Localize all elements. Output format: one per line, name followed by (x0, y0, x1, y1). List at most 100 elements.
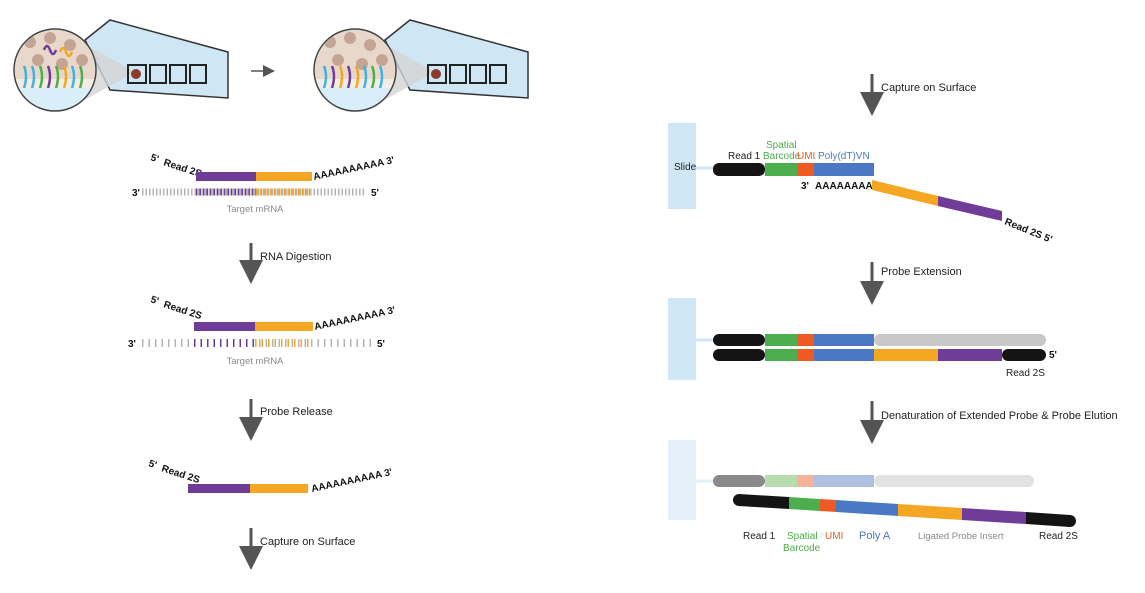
capture-area-4 (489, 64, 507, 84)
faded-umi-segment (797, 475, 814, 487)
faded-barcode-segment (765, 475, 797, 487)
faded-read1-segment (713, 475, 765, 487)
five-prime-label: 5' (147, 458, 158, 471)
tissue-slide-illustration-after (313, 19, 529, 112)
extended-orange-segment (874, 349, 938, 361)
polya-tail-label: AAAAAAAAAA 3' (313, 305, 396, 333)
five-prime-label: 5' (1049, 350, 1057, 361)
step-probe-release: Probe Release (239, 399, 333, 441)
final-read2s-label: Read 2S (1039, 531, 1078, 542)
five-prime-label: 5' (149, 294, 160, 307)
read2s-label: Read 2S (162, 299, 203, 322)
step-capture-left: Capture on Surface (239, 528, 355, 570)
spatial-barcode-segment (765, 163, 797, 176)
read2s-label: Read 2S (160, 463, 201, 486)
probe-purple-segment (196, 172, 256, 181)
capture-probe-block: Slide Read 1 Spatial Barcode UMI Poly(dT… (668, 123, 1054, 246)
three-prime-label: 3' (132, 188, 140, 199)
polya-tail-label: AAAAAAAAAA 3' (312, 155, 395, 183)
polya-capture-label: AAAAAAAAA (815, 181, 880, 192)
released-read2s-cap (1064, 515, 1076, 527)
three-prime-label: 3' (128, 339, 136, 350)
read1-segment (713, 334, 765, 346)
released-orange-segment (898, 504, 962, 520)
slide-bar (668, 123, 696, 209)
probe-released-block: 5' Read 2S AAAAAAAAAA 3' (147, 458, 393, 495)
polydt-segment-extended (814, 349, 874, 361)
step-label: RNA Digestion (260, 251, 332, 263)
tissue-section (431, 69, 441, 79)
step-capture-right: Capture on Surface (860, 74, 976, 116)
elution-block: Read 1 Spatial Barcode UMI Poly A Ligate… (668, 440, 1078, 554)
released-polya-segment (836, 500, 898, 516)
read1-segment (713, 163, 765, 176)
released-read2s-segment (1026, 512, 1070, 527)
spatial-barcode-segment (765, 334, 797, 346)
polydt-label: Poly(dT)VN (818, 151, 870, 162)
final-insert-label: Ligated Probe Insert (918, 531, 1004, 542)
captured-purple-segment (938, 196, 1002, 221)
probe-orange-segment (250, 484, 308, 493)
read2s-label: Read 2S (1006, 368, 1045, 379)
step-denaturation: Denaturation of Extended Probe & Probe E… (860, 401, 1118, 444)
step-label: Probe Release (260, 406, 333, 418)
capture-area-1 (127, 64, 147, 84)
extension-block: 5' Read 2S (668, 298, 1057, 380)
target-mrna-label: Target mRNA (226, 204, 284, 215)
five-prime-end-label: 5' (371, 188, 379, 199)
template-strand-grey (874, 334, 1046, 346)
capture-area-2 (449, 64, 467, 84)
step-rna-digestion: RNA Digestion (239, 243, 332, 284)
probe-orange-segment (255, 322, 313, 331)
captured-orange-segment (872, 180, 938, 206)
slide-bar-faded (668, 440, 696, 520)
step-label: Denaturation of Extended Probe & Probe E… (881, 410, 1118, 422)
read1-label: Read 1 (728, 151, 761, 162)
umi-segment (797, 163, 814, 176)
polydt-segment (814, 163, 874, 176)
capture-area-1 (427, 64, 447, 84)
capture-area-4 (189, 64, 207, 84)
extended-read2s-segment (1002, 349, 1046, 361)
faded-polydt-segment (814, 475, 874, 487)
final-umi-label: UMI (825, 531, 843, 542)
read2s-tail-label: Read 2S 5' (1003, 217, 1054, 246)
three-prime-label: 3' (801, 181, 809, 192)
released-barcode-segment (789, 497, 820, 511)
umi-label: UMI (797, 151, 815, 162)
spatial-label: Spatial (766, 140, 797, 151)
final-spatial-label: Spatial (787, 531, 818, 542)
released-read1-cap (733, 494, 745, 506)
probe-purple-segment (194, 322, 255, 331)
tissue-section (131, 69, 141, 79)
final-read1-label: Read 1 (743, 531, 776, 542)
faded-template-segment (874, 475, 1034, 487)
step-label: Capture on Surface (881, 82, 976, 94)
released-umi-segment (820, 499, 836, 512)
step-label: Probe Extension (881, 266, 962, 278)
probe-digested-block: 5' Read 2S AAAAAAAAAA 3' 3' 5' Target mR… (128, 294, 396, 367)
released-read1-segment (739, 494, 789, 509)
polydt-segment (814, 334, 874, 346)
released-purple-segment (962, 508, 1026, 524)
step-label: Capture on Surface (260, 536, 355, 548)
final-barcode-label: Barcode (783, 543, 821, 554)
barcode-label: Barcode (763, 151, 801, 162)
umi-segment (797, 334, 814, 346)
capture-area-3 (169, 64, 187, 84)
probe-hybridized-block: 5' Read 2S AAAAAAAAAA 3' 3' 5' Target mR… (132, 152, 395, 215)
polya-tail-label: AAAAAAAAAA 3' (310, 467, 393, 495)
slide-bar (668, 298, 696, 380)
slide-label: Slide (674, 162, 697, 173)
read1-segment-extended (713, 349, 765, 361)
five-prime-label: 5' (149, 152, 160, 165)
capture-area-2 (149, 64, 167, 84)
tissue-slide-illustration-before (13, 19, 229, 112)
five-prime-end-label: 5' (377, 339, 385, 350)
capture-area-3 (469, 64, 487, 84)
step-probe-extension: Probe Extension (860, 262, 962, 305)
final-polya-label: Poly A (859, 530, 891, 542)
umi-segment-extended (797, 349, 814, 361)
extended-purple-segment (938, 349, 1002, 361)
